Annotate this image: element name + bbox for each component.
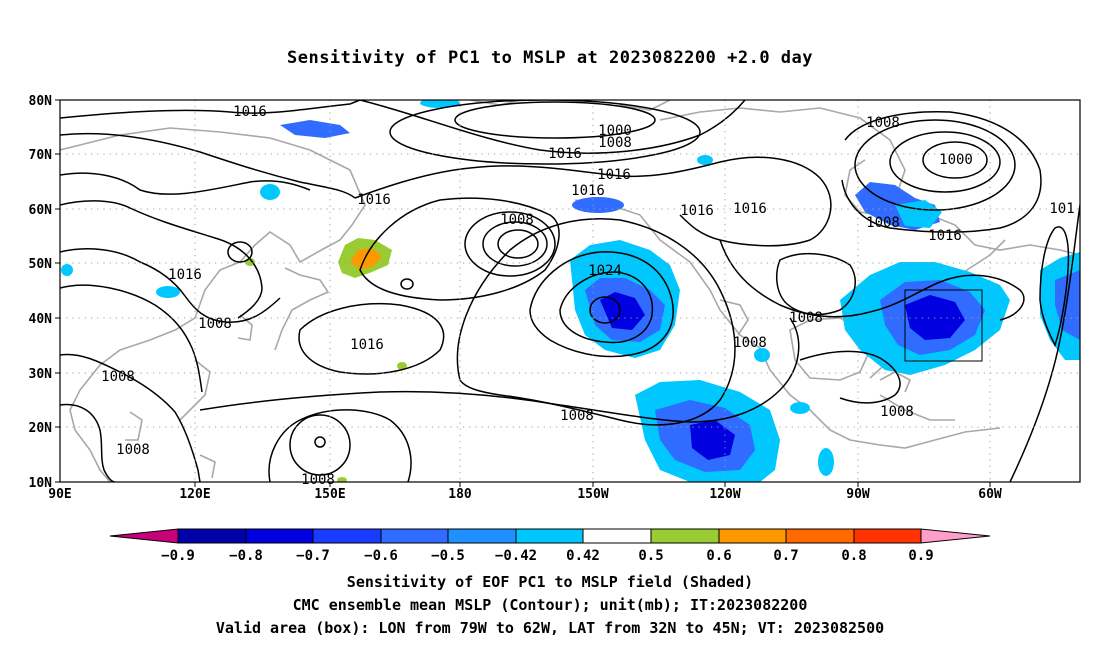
colorbar-high-arrow xyxy=(920,528,991,544)
footer-line-2: CMC ensemble mean MSLP (Contour); unit(m… xyxy=(292,596,808,614)
colorbar-box xyxy=(177,528,247,544)
contour-label: 1016 xyxy=(597,167,631,183)
lat-label: 80N xyxy=(29,94,53,109)
colorbar-box xyxy=(447,528,517,544)
negative-shading-siberia xyxy=(260,184,280,200)
colorbar-box xyxy=(785,528,855,544)
negative-shading-arctic xyxy=(280,120,350,138)
positive-shading-small-3 xyxy=(337,477,347,482)
contour-label: 1008 xyxy=(733,335,767,351)
colorbar-box xyxy=(515,528,584,544)
contour-label: 1016 xyxy=(571,183,605,199)
page-title: Sensitivity of PC1 to MSLP at 2023082200… xyxy=(286,48,813,68)
colorbar-label: −0.9 xyxy=(161,548,195,564)
negative-shading-small-6 xyxy=(697,155,713,165)
contour-label: 1008 xyxy=(301,472,335,488)
colorbar-labels: −0.9 −0.8 −0.7 −0.6 −0.5 −0.42 0.42 0.5 … xyxy=(161,548,934,564)
lon-label: 150E xyxy=(314,487,345,502)
contour-labels: 1016 1000 1008 1016 1008 1000 1016 1016 … xyxy=(101,104,1075,488)
colorbar-box xyxy=(312,528,382,544)
colorbar-box xyxy=(650,528,720,544)
contour-label: 1008 xyxy=(866,115,900,131)
colorbar-label: −0.5 xyxy=(431,548,465,564)
lon-label: 120E xyxy=(179,487,210,502)
lon-label: 180 xyxy=(448,487,472,502)
contour-label: 1008 xyxy=(789,310,823,326)
lat-label: 70N xyxy=(29,148,53,163)
contour-label: 101 xyxy=(1049,201,1074,217)
colorbar-label: 0.7 xyxy=(773,548,798,564)
colorbar-box xyxy=(380,528,449,544)
colorbar-label: −0.7 xyxy=(296,548,330,564)
contour-label: 1016 xyxy=(168,267,202,283)
contour-label: 1008 xyxy=(880,404,914,420)
lat-label: 40N xyxy=(29,312,53,327)
contour-label: 1008 xyxy=(101,369,135,385)
latitude-axis: 80N 70N 60N 50N 40N 30N 20N 10N xyxy=(29,94,53,491)
lon-label: 60W xyxy=(978,487,1002,502)
mslp-contours xyxy=(60,100,1080,482)
verification-box xyxy=(904,289,983,362)
longitude-ticks xyxy=(194,482,991,487)
colorbar-box xyxy=(582,528,652,544)
colorbar-label: 0.6 xyxy=(706,548,731,564)
lat-label: 20N xyxy=(29,421,53,436)
colorbar-label: 0.9 xyxy=(908,548,933,564)
colorbar-label: 0.5 xyxy=(638,548,663,564)
colorbar-box xyxy=(718,528,787,544)
negative-shading-small-4 xyxy=(790,402,810,414)
contour-label: 1000 xyxy=(939,152,973,168)
footer-line-3: Valid area (box): LON from 79W to 62W, L… xyxy=(215,619,885,637)
contour-label: 1008 xyxy=(116,442,150,458)
latitude-ticks xyxy=(55,99,60,483)
longitude-axis: 90E 120E 150E 180 150W 120W 90W 60W xyxy=(48,487,1002,502)
negative-shading-alaska xyxy=(572,197,624,213)
negative-shading-small-3 xyxy=(754,348,770,362)
negative-shading-east-pacific-inner xyxy=(690,420,735,460)
contour-label: 1008 xyxy=(198,316,232,332)
contour-label: 1008 xyxy=(560,408,594,424)
colorbar-low-arrow xyxy=(109,528,179,544)
contour-label: 1008 xyxy=(500,212,534,228)
negative-shading-small-5 xyxy=(818,448,834,476)
lat-label: 60N xyxy=(29,203,53,218)
negative-shading-gulf-alaska-inner xyxy=(600,292,645,330)
lat-label: 30N xyxy=(29,367,53,382)
lon-label: 120W xyxy=(709,487,740,502)
contour-label: 1008 xyxy=(598,135,632,151)
lon-label: 90E xyxy=(48,487,71,502)
colorbar-label: −0.42 xyxy=(495,548,537,564)
colorbar-box xyxy=(245,528,314,544)
colorbar-label: 0.42 xyxy=(566,548,600,564)
colorbar-label: −0.8 xyxy=(229,548,263,564)
contour-label: 1016 xyxy=(928,228,962,244)
positive-shading-small-1 xyxy=(397,362,407,370)
contour-label: 1016 xyxy=(233,104,267,120)
contour-label: 1000 xyxy=(598,123,632,139)
footer-line-1: Sensitivity of EOF PC1 to MSLP field (Sh… xyxy=(346,573,754,591)
negative-shading-small-1 xyxy=(156,286,180,298)
contour-label: 1016 xyxy=(548,146,582,162)
contour-label: 1008 xyxy=(866,215,900,231)
colorbar-label: −0.6 xyxy=(364,548,398,564)
lon-label: 150W xyxy=(577,487,608,502)
lon-label: 90W xyxy=(846,487,870,502)
contour-label: 1024 xyxy=(588,263,622,279)
sensitivity-shading xyxy=(61,100,1080,482)
contour-label: 1016 xyxy=(680,203,714,219)
graticule xyxy=(60,100,1080,482)
contour-label: 1016 xyxy=(357,192,391,208)
lat-label: 10N xyxy=(29,476,53,491)
lat-label: 50N xyxy=(29,257,53,272)
contour-label: 1016 xyxy=(350,337,384,353)
plot-frame xyxy=(59,99,1081,483)
colorbar xyxy=(109,528,991,544)
contour-label: 1016 xyxy=(733,201,767,217)
negative-shading-small-2 xyxy=(61,264,73,276)
positive-shading-kamchatka-core xyxy=(350,248,382,270)
colorbar-box xyxy=(853,528,922,544)
colorbar-label: 0.8 xyxy=(841,548,866,564)
